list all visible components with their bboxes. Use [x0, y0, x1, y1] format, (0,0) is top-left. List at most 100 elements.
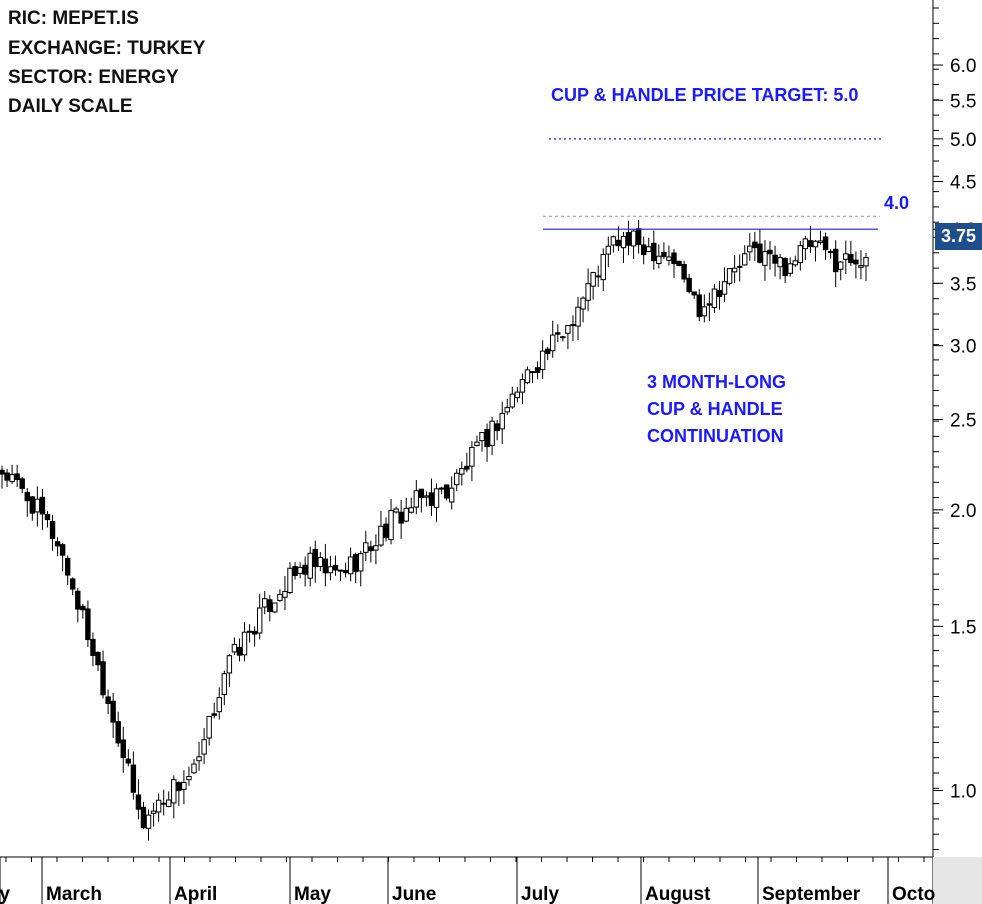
candle-body: [832, 248, 839, 273]
candle-body: [196, 756, 202, 762]
candle-body: [661, 252, 667, 257]
candle-body: [625, 232, 632, 246]
month-label: September: [762, 884, 861, 904]
candle-body: [681, 263, 687, 280]
candle-body: [413, 490, 420, 508]
candle-body: [171, 779, 177, 804]
candle-body: [701, 306, 708, 317]
candle-body: [115, 721, 121, 744]
candle-body: [595, 275, 601, 278]
candle-body: [105, 696, 111, 704]
candle-body: [236, 646, 243, 656]
candle-body: [489, 420, 495, 446]
candle-body: [438, 487, 445, 490]
candle-body: [484, 428, 490, 448]
price-tick-label: 5.0: [950, 130, 976, 151]
candle-body: [186, 776, 192, 781]
candle-body: [585, 283, 591, 301]
candle-body: [762, 251, 768, 266]
month-label: June: [392, 884, 436, 904]
candle-body: [34, 498, 41, 513]
candle-body: [140, 806, 147, 829]
candle-body: [479, 431, 485, 442]
candle-body: [782, 258, 788, 277]
candle-body: [863, 257, 869, 267]
candle-body: [201, 739, 207, 755]
candle-body: [666, 256, 672, 261]
candle-body: [620, 235, 627, 249]
pattern-note-line3: CONTINUATION: [647, 426, 784, 446]
month-label: August: [645, 884, 711, 904]
candle-body: [302, 564, 308, 575]
candle-body: [706, 303, 713, 306]
level-lines: [543, 138, 883, 230]
candle-body: [731, 267, 738, 273]
month-label: May: [294, 884, 331, 904]
candle-body: [19, 478, 25, 489]
candle-body: [352, 554, 359, 573]
candle-body: [590, 272, 596, 287]
candle-body: [443, 484, 450, 499]
candle-body: [160, 802, 167, 805]
candle-body: [277, 593, 283, 601]
pattern-note-line1: 3 MONTH-LONG: [647, 372, 786, 392]
candle-body: [0, 469, 5, 475]
candle-body: [388, 509, 394, 541]
candle-body: [287, 567, 293, 594]
candle-body: [777, 257, 783, 268]
last-price-badge: 3.75: [935, 223, 982, 250]
month-label: July: [521, 884, 559, 904]
candle-body: [75, 590, 81, 610]
price-target-label: CUP & HANDLE PRICE TARGET: 5.0: [551, 85, 859, 105]
price-tick-label: 1.5: [950, 617, 976, 638]
candle-body: [14, 473, 20, 481]
candle-body: [822, 236, 829, 251]
candle-body: [418, 488, 425, 499]
candle-body: [332, 564, 339, 571]
candle-body: [44, 513, 51, 521]
candle-body: [630, 230, 637, 247]
candle-body: [691, 291, 697, 296]
candle-body: [378, 525, 384, 546]
candle-body: [282, 591, 288, 598]
candle-body: [772, 254, 778, 264]
candle-body: [459, 468, 465, 475]
candlestick-series: [0, 219, 869, 841]
candle-body: [428, 492, 435, 506]
candle-body: [368, 546, 374, 552]
candle-body: [176, 782, 182, 791]
candle-body: [802, 238, 809, 250]
candle-body: [9, 474, 15, 483]
price-tick-label: 4.5: [950, 173, 976, 194]
candle-body: [499, 412, 505, 430]
candle-body: [90, 638, 96, 656]
candle-body: [100, 661, 106, 696]
candle-body: [817, 240, 824, 243]
candle-body: [575, 306, 581, 327]
candle-body: [469, 446, 475, 467]
candle-body: [519, 379, 526, 393]
candle-body: [509, 393, 516, 408]
axis-corner: [933, 857, 982, 904]
candle-body: [231, 643, 238, 653]
candle-body: [853, 259, 859, 265]
candle-body: [54, 541, 61, 547]
month-label: March: [46, 884, 102, 904]
candle-body: [312, 549, 318, 568]
candle-body: [226, 655, 233, 674]
candle-body: [267, 599, 273, 612]
candle-body: [580, 297, 586, 310]
candle-body: [29, 496, 36, 514]
candle-body: [120, 739, 126, 759]
candle-body: [393, 508, 399, 513]
candle-body: [570, 323, 576, 326]
candle-body: [408, 507, 414, 513]
candle-body: [307, 552, 313, 579]
candle-body: [539, 350, 546, 371]
price-tick-label: 3.5: [950, 274, 976, 295]
candle-body: [49, 520, 56, 540]
candle-body: [544, 348, 551, 355]
candle-body: [615, 239, 622, 247]
candle-body: [686, 277, 692, 293]
